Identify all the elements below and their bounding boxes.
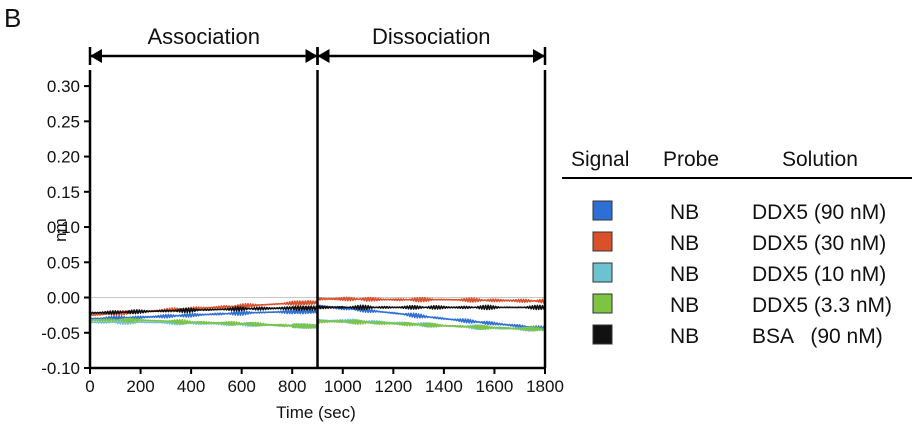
legend-solution: BSA (90 nM) (752, 325, 883, 348)
phase-arrowhead-left (317, 49, 330, 63)
y-axis-title: nm (51, 218, 70, 242)
legend-solution: DDX5 (30 nM) (752, 232, 886, 255)
legend-swatch (592, 324, 613, 345)
y-tick-label: 0.20 (47, 148, 80, 167)
legend-swatch (592, 200, 613, 221)
legend-probe: NB (670, 232, 699, 255)
series-line-4 (89, 317, 546, 332)
x-tick-label: 1800 (526, 377, 564, 396)
legend-table: Signal Probe Solution NB DDX5 (90 nM) NB DDX5 … (562, 148, 912, 348)
series-line-5 (89, 304, 546, 315)
y-tick-label: 0.25 (47, 112, 80, 131)
legend-solution: DDX5 (90 nM) (752, 201, 886, 224)
x-tick-label: 800 (278, 377, 306, 396)
legend-probe: NB (670, 325, 699, 348)
x-tick-label: 600 (227, 377, 255, 396)
phase-arrowhead-right (533, 49, 545, 63)
x-tick-label: 1000 (324, 377, 362, 396)
phase-markers: Association Dissociation (88, 24, 547, 65)
x-tick-label: 200 (126, 377, 154, 396)
y-tick-label: 0.05 (47, 253, 80, 272)
legend-solution: DDX5 (10 nM) (752, 263, 886, 286)
legend-swatch (592, 231, 613, 252)
y-ticks: -0.10 -0.05 0.00 0.05 0.10 0.15 0.20 0.25 0.30 (41, 77, 90, 378)
series-layer (89, 296, 546, 332)
x-tick-label: 0 (85, 377, 94, 396)
x-tick-label: 400 (177, 377, 205, 396)
y-tick-label: 0.10 (47, 218, 80, 237)
x-axis-title: Time (sec) (276, 403, 356, 422)
legend-header-solution: Solution (782, 148, 858, 171)
legend-header-signal: Signal (571, 148, 629, 171)
legend-probe: NB (670, 294, 699, 317)
y-tick-label: 0.15 (47, 183, 80, 202)
phase-label: Association (147, 24, 260, 49)
y-tick-label: -0.05 (41, 324, 80, 343)
phase-label: Dissociation (372, 24, 491, 49)
x-tick-label: 1400 (425, 377, 463, 396)
legend-probe: NB (670, 263, 699, 286)
legend-swatch (592, 262, 613, 283)
legend-header-probe: Probe (663, 148, 719, 171)
x-tick-label: 1200 (374, 377, 412, 396)
y-tick-label: -0.10 (41, 359, 80, 378)
legend-probe: NB (670, 201, 699, 224)
y-tick-label: 0.30 (47, 77, 80, 96)
x-ticks: 0 200 400 600 800 1000 1200 1400 1600 1800 (85, 368, 564, 396)
phase-arrowhead-left (90, 49, 102, 63)
legend-swatch (592, 293, 613, 314)
x-tick-label: 1600 (476, 377, 514, 396)
panel-label: B (4, 3, 21, 33)
phase-arrowhead-right (305, 49, 318, 63)
legend-solution: DDX5 (3.3 nM) (752, 294, 892, 317)
y-tick-label: 0.00 (47, 289, 80, 308)
axes-layer (88, 70, 547, 370)
